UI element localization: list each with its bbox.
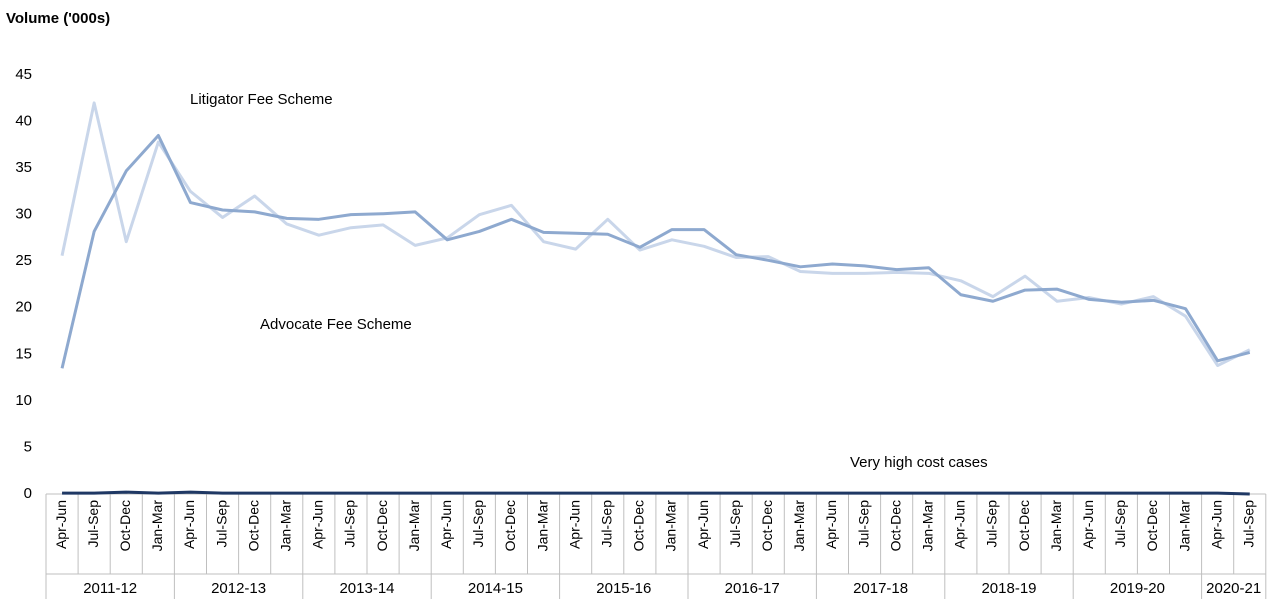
group-label: 2011-12 — [83, 580, 137, 597]
x-tick-label: Oct-Dec — [374, 500, 390, 551]
x-tick-label: Jan-Mar — [919, 500, 935, 552]
x-tick-label: Jul-Sep — [1112, 500, 1128, 548]
x-tick-label: Jul-Sep — [213, 500, 229, 548]
group-label: 2019-20 — [1110, 580, 1165, 597]
series-label: Very high cost cases — [850, 454, 988, 471]
series-line — [60, 134, 1251, 369]
x-tick-label: Jan-Mar — [1176, 500, 1192, 552]
y-tick-label: 30 — [15, 206, 32, 223]
x-tick-label: Jul-Sep — [470, 500, 486, 548]
x-tick-label: Apr-Jun — [1208, 500, 1224, 549]
y-tick-label: 10 — [15, 392, 32, 409]
x-tick-label: Jan-Mar — [534, 500, 550, 552]
x-tick-label: Apr-Jun — [438, 500, 454, 549]
group-label: 2016-17 — [725, 580, 780, 597]
y-tick-label: 35 — [15, 159, 32, 176]
x-tick-label: Jul-Sep — [855, 500, 871, 548]
x-tick-label: Jan-Mar — [406, 500, 422, 552]
group-label: 2015-16 — [596, 580, 651, 597]
x-tick-label: Jul-Sep — [342, 500, 358, 548]
x-tick-label: Oct-Dec — [759, 500, 775, 551]
series-line — [62, 490, 1250, 496]
x-tick-label: Jul-Sep — [1240, 500, 1256, 548]
x-tick-label: Apr-Jun — [695, 500, 711, 549]
x-tick-label: Oct-Dec — [117, 500, 133, 551]
x-tick-label: Apr-Jun — [310, 500, 326, 549]
x-tick-label: Apr-Jun — [952, 500, 968, 549]
x-tick-label: Apr-Jun — [566, 500, 582, 549]
x-tick-label: Jan-Mar — [149, 500, 165, 552]
x-tick-label: Oct-Dec — [631, 500, 647, 551]
group-label: 2017-18 — [853, 580, 908, 597]
y-tick-label: 5 — [24, 438, 32, 455]
y-tick-label: 45 — [15, 66, 32, 83]
x-tick-label: Jul-Sep — [598, 500, 614, 548]
x-tick-label: Apr-Jun — [181, 500, 197, 549]
y-tick-label: 0 — [24, 485, 32, 502]
y-tick-label: 15 — [15, 345, 32, 362]
group-label: 2018-19 — [981, 580, 1036, 597]
series-label: Litigator Fee Scheme — [190, 91, 333, 108]
y-tick-label: 40 — [15, 113, 32, 130]
x-tick-label: Jan-Mar — [1048, 500, 1064, 552]
x-tick-label: Oct-Dec — [1144, 500, 1160, 551]
chart-title: Volume ('000s) — [6, 10, 110, 27]
x-tick-label: Jul-Sep — [984, 500, 1000, 548]
x-tick-label: Apr-Jun — [823, 500, 839, 549]
group-label: 2013-14 — [339, 580, 394, 597]
group-label: 2014-15 — [468, 580, 523, 597]
series-label: Advocate Fee Scheme — [260, 316, 412, 333]
series-line — [60, 101, 1251, 368]
x-tick-label: Jan-Mar — [277, 500, 293, 552]
group-label: 2012-13 — [211, 580, 266, 597]
y-tick-label: 20 — [15, 299, 32, 316]
group-label: 2020-21 — [1206, 580, 1261, 597]
x-tick-label: Jul-Sep — [727, 500, 743, 548]
x-tick-label: Jan-Mar — [791, 500, 807, 552]
x-tick-label: Oct-Dec — [502, 500, 518, 551]
x-tick-label: Oct-Dec — [887, 500, 903, 551]
x-tick-label: Oct-Dec — [245, 500, 261, 551]
x-tick-label: Apr-Jun — [53, 500, 69, 549]
x-tick-label: Oct-Dec — [1016, 500, 1032, 551]
y-tick-label: 25 — [15, 252, 32, 269]
x-tick-label: Apr-Jun — [1080, 500, 1096, 549]
x-tick-label: Jan-Mar — [663, 500, 679, 552]
x-tick-label: Jul-Sep — [85, 500, 101, 548]
